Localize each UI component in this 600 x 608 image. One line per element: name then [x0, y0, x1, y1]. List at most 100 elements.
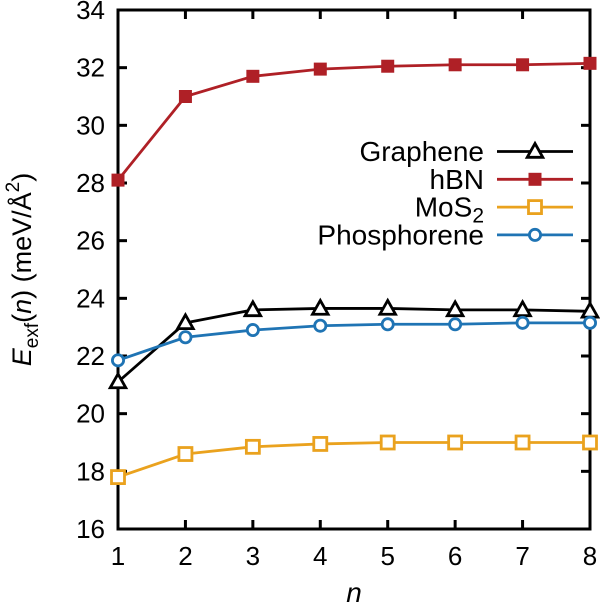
square-marker-icon	[448, 58, 462, 72]
triangle-marker-icon	[524, 140, 546, 159]
y-tick-label: 16	[76, 514, 105, 544]
y-tick-label: 28	[76, 168, 105, 198]
series-hBN-marker	[583, 56, 597, 70]
triangle-marker-icon	[242, 299, 264, 318]
y-axis-title-part: 2	[3, 182, 24, 193]
legend-label-Graphene: Graphene	[359, 136, 484, 167]
circle-marker-icon	[583, 315, 597, 330]
triangle-marker-icon	[512, 299, 533, 318]
series-Graphene-marker	[512, 299, 533, 318]
x-tick-label: 6	[448, 541, 462, 571]
legend-label-text: MoS	[415, 192, 473, 223]
series-Phosphorene-marker	[583, 315, 597, 330]
axes-frame	[116, 8, 592, 531]
y-tick-label: 20	[76, 399, 105, 429]
square-marker-icon	[177, 446, 194, 462]
series-Phosphorene-marker	[515, 315, 530, 330]
y-tick-label: 32	[76, 53, 105, 83]
series-Phosphorene-marker	[380, 317, 395, 332]
x-tick-label: 2	[178, 541, 192, 571]
circle-marker-icon	[245, 323, 260, 338]
series-hBN-marker	[246, 69, 260, 83]
y-axis-title-part: (	[7, 314, 37, 323]
legend-entry-Phosphorene: Phosphorene	[317, 219, 573, 250]
x-axis-title: n	[346, 577, 362, 608]
series-MoS2-marker	[514, 434, 531, 451]
series-Phosphorene-marker	[313, 318, 328, 333]
series-Phosphorene-marker	[245, 323, 260, 338]
y-axis-tick-labels: 16 18 20 22 24 26 28 30 32 34	[76, 0, 105, 544]
series-MoS2-marker	[582, 434, 598, 451]
series-MoS2-marker	[177, 446, 194, 462]
series-Phosphorene-marker	[111, 353, 125, 368]
triangle-marker-icon	[107, 371, 129, 390]
series-hBN-marker	[381, 59, 395, 73]
y-tick-label: 18	[76, 456, 105, 486]
square-marker-icon	[178, 90, 192, 103]
x-tick-label: 1	[111, 541, 125, 571]
series-Phosphorene-marker	[178, 330, 193, 345]
legend-label-text: Phosphorene	[317, 219, 484, 250]
square-marker-icon	[244, 438, 261, 455]
x-tick-label: 5	[380, 541, 394, 571]
y-tick-label: 34	[76, 0, 105, 25]
y-axis-title-part: n	[7, 299, 37, 314]
triangle-marker-icon	[310, 297, 331, 316]
square-marker-icon	[379, 434, 396, 451]
legend-marker-hBN	[528, 172, 542, 186]
square-marker-icon	[582, 434, 598, 451]
circle-marker-icon	[178, 330, 193, 345]
square-marker-icon	[516, 58, 530, 72]
square-marker-icon	[313, 62, 327, 76]
square-marker-icon	[110, 469, 126, 486]
series-Phosphorene	[111, 315, 597, 368]
triangle-marker-icon	[444, 299, 466, 318]
legend-marker-MoS2	[527, 199, 543, 216]
series-Graphene-line	[117, 307, 591, 384]
triangle-marker-icon	[377, 297, 398, 316]
y-axis-title-part: E	[7, 347, 37, 366]
series-hBN-line	[116, 61, 591, 181]
y-axis-title-part: exf	[22, 322, 43, 348]
series-hBN-marker	[448, 58, 462, 72]
series-MoS2-marker	[447, 434, 464, 451]
series-hBN-marker	[516, 58, 530, 72]
y-axis-title: Eexf(n) (meV/Å2)	[3, 173, 43, 367]
legend-entry-hBN: hBN	[430, 164, 573, 195]
series-hBN-marker	[178, 90, 192, 103]
square-marker-icon	[527, 199, 543, 216]
series-Graphene-marker	[242, 299, 264, 318]
square-marker-icon	[583, 56, 597, 70]
series-Phosphorene-marker	[448, 317, 463, 332]
series-Graphene-marker	[377, 297, 398, 316]
legend-marker-Graphene	[524, 140, 546, 159]
square-marker-icon	[111, 173, 125, 187]
circle-marker-icon	[111, 353, 125, 368]
series-Graphene	[107, 297, 600, 390]
series-hBN	[111, 56, 597, 187]
legend-label-Phosphorene: Phosphorene	[317, 219, 484, 250]
series-Phosphorene-line	[117, 321, 590, 362]
series-MoS2-marker	[379, 434, 396, 451]
series-Graphene-marker	[175, 311, 196, 331]
circle-marker-icon	[515, 315, 530, 330]
circle-marker-icon	[528, 227, 542, 242]
series-hBN-marker	[313, 62, 327, 76]
y-axis-title-part: )	[7, 173, 37, 182]
y-tick-label: 22	[76, 341, 105, 371]
legend-label-text: Graphene	[359, 136, 484, 167]
legend-label-hBN: hBN	[430, 164, 484, 195]
square-marker-icon	[514, 434, 531, 451]
square-marker-icon	[246, 69, 260, 83]
square-marker-icon	[447, 434, 464, 451]
series-Graphene-marker	[310, 297, 331, 316]
series-Graphene-marker	[444, 299, 466, 318]
circle-marker-icon	[448, 317, 463, 332]
y-tick-label: 26	[76, 226, 105, 256]
legend-marker-Phosphorene	[528, 227, 542, 242]
legend-label-MoS2: MoS2	[415, 192, 484, 228]
x-tick-label: 3	[246, 541, 260, 571]
series-MoS2-marker	[110, 469, 126, 486]
